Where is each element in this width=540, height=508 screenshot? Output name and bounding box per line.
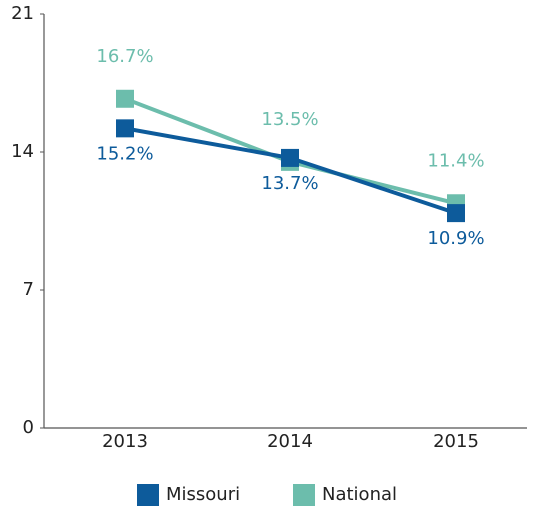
- y-tick-label: 0: [23, 417, 34, 438]
- value-label: 16.7%: [96, 46, 153, 67]
- legend-swatch: [137, 484, 159, 506]
- y-tick-label: 7: [23, 279, 34, 300]
- value-label: 13.7%: [261, 173, 318, 194]
- value-label: 11.4%: [427, 150, 484, 171]
- marker: [116, 89, 134, 108]
- legend-label: Missouri: [166, 484, 240, 505]
- value-label: 10.9%: [427, 228, 484, 249]
- marker: [116, 119, 134, 138]
- y-tick-label: 21: [11, 3, 34, 24]
- value-label: 13.5%: [261, 109, 318, 130]
- marker: [281, 148, 299, 167]
- x-tick-label: 2013: [102, 431, 148, 452]
- legend-label: National: [322, 484, 397, 505]
- x-tick-label: 2014: [267, 431, 313, 452]
- x-tick-label: 2015: [433, 431, 479, 452]
- value-label: 15.2%: [96, 143, 153, 164]
- y-tick-label: 14: [11, 141, 34, 162]
- legend-swatch: [293, 484, 315, 506]
- marker: [447, 204, 465, 223]
